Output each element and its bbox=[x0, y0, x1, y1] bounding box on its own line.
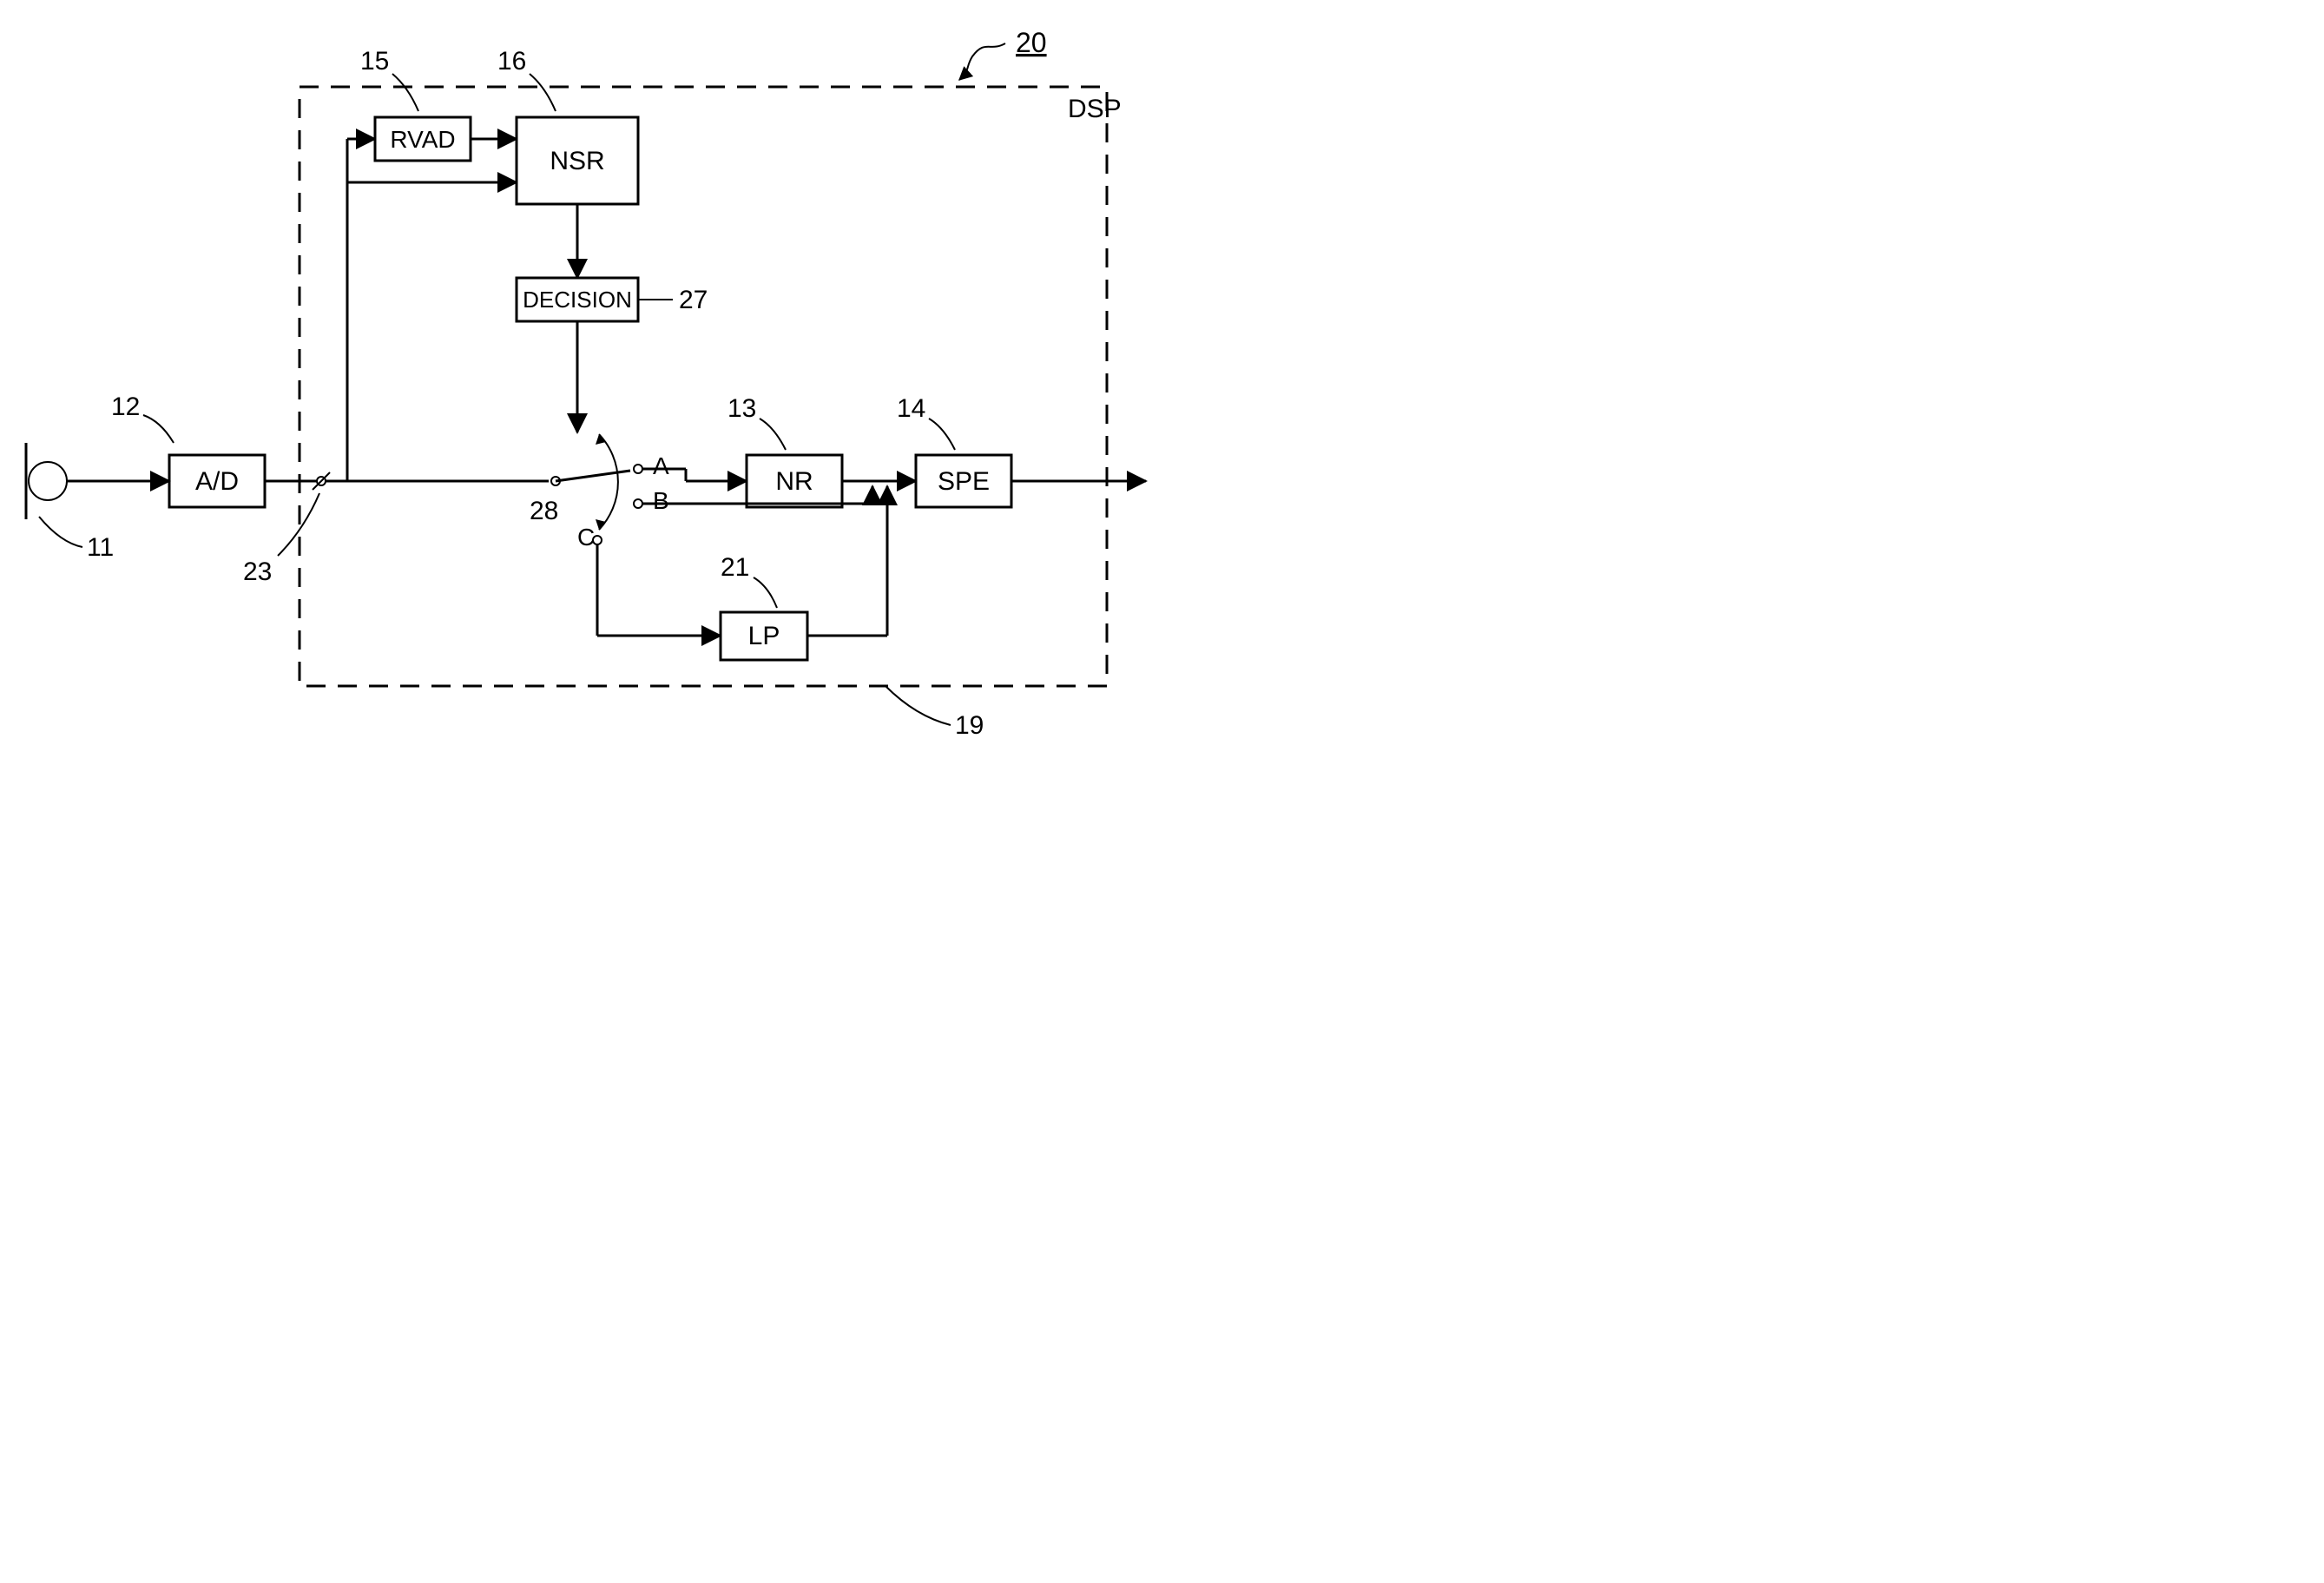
ref-14: 14 bbox=[897, 394, 925, 423]
ad-label: A/D bbox=[195, 467, 239, 496]
nr-label: NR bbox=[775, 467, 813, 496]
rvad-label: RVAD bbox=[390, 126, 455, 153]
ref-12-leader bbox=[143, 415, 174, 443]
ref-16-leader bbox=[530, 74, 556, 111]
ref-27: 27 bbox=[679, 286, 708, 314]
nsr-label: NSR bbox=[550, 147, 604, 175]
ref-15-leader bbox=[392, 74, 418, 111]
ref-11: 11 bbox=[87, 533, 114, 562]
ref-19: 19 bbox=[955, 711, 984, 740]
ref-20: 20 bbox=[1016, 27, 1047, 58]
ref-12: 12 bbox=[111, 392, 140, 421]
ref-19-leader bbox=[885, 686, 951, 725]
ref-13-leader bbox=[760, 419, 786, 450]
switch bbox=[551, 434, 642, 544]
mic bbox=[26, 443, 67, 519]
ref-13: 13 bbox=[727, 394, 756, 423]
ref-15: 15 bbox=[360, 47, 389, 76]
ref-14-leader bbox=[929, 419, 955, 450]
switch-b-label: B bbox=[653, 487, 669, 514]
ref-21: 21 bbox=[721, 553, 749, 582]
ref-21-leader bbox=[754, 577, 777, 608]
lp-label: LP bbox=[748, 622, 780, 650]
switch-c-label: C bbox=[577, 524, 595, 551]
switch-a-label: A bbox=[653, 452, 669, 479]
dsp-box bbox=[300, 87, 1107, 686]
ref-20-squiggle bbox=[959, 43, 1005, 80]
spe-label: SPE bbox=[938, 467, 990, 496]
ref-28: 28 bbox=[530, 497, 558, 525]
ref-16: 16 bbox=[497, 47, 526, 76]
decision-label: DECISION bbox=[523, 287, 632, 313]
ref-11-leader bbox=[39, 517, 82, 547]
dsp-label: DSP bbox=[1068, 95, 1122, 123]
diagram-root: DSP 20 19 11 A/D 12 23 RVAD 15 NSR 16 DE bbox=[0, 0, 1172, 764]
ref-23: 23 bbox=[243, 557, 272, 586]
